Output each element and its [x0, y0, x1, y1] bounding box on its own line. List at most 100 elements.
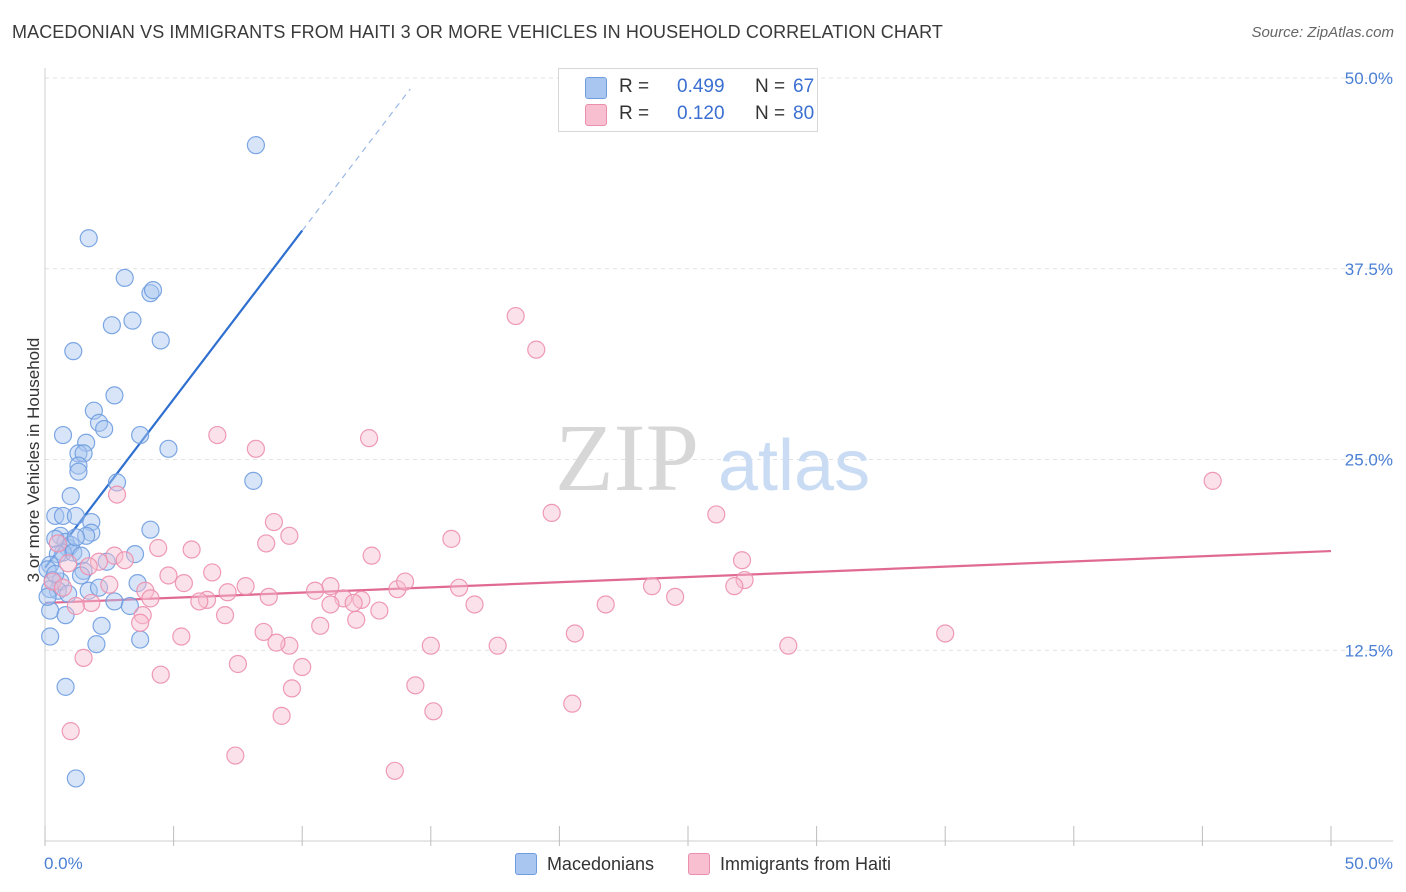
haiti-point [267, 633, 286, 652]
haiti-point [725, 577, 744, 596]
haiti-point [282, 679, 302, 698]
macedonian-trend-line [44, 229, 304, 569]
macedonian-point [56, 606, 75, 625]
haiti-point [406, 676, 425, 695]
macedonian-point [66, 528, 85, 547]
macedonian-point [56, 677, 75, 696]
haiti-point [272, 706, 291, 725]
haiti-point [1203, 471, 1222, 490]
macedonian-point [115, 268, 134, 288]
haiti-trend-line [44, 549, 1332, 605]
haiti-point [565, 624, 584, 643]
macedonian-point [46, 506, 65, 526]
haiti-point [264, 512, 284, 532]
macedonian-point [64, 342, 83, 361]
bottom-legend: Macedonians Immigrants from Haiti [0, 851, 1406, 877]
haiti-point [215, 606, 235, 625]
haiti-point [305, 581, 325, 600]
data-points [38, 136, 1222, 788]
haiti-point [228, 654, 247, 674]
y-axis-label-wrap: 3 or more Vehicles in Household [6, 0, 46, 892]
haiti-point [66, 596, 85, 616]
haiti-point [442, 529, 461, 548]
haiti-point [395, 572, 415, 591]
haiti-point [218, 583, 237, 602]
haiti-point [246, 439, 266, 458]
haiti-point [105, 546, 124, 565]
haiti-point [280, 526, 299, 545]
haiti-point [732, 551, 752, 570]
haiti-point [208, 425, 227, 445]
legend-entry-macedonians[interactable]: Macedonians [514, 851, 654, 877]
haiti-point [779, 636, 798, 655]
stats-swatch-macedonians [585, 77, 607, 99]
watermark: ZIP atlas [555, 404, 870, 511]
haiti-point [174, 574, 193, 593]
haiti-point [74, 648, 93, 667]
macedonian-point [95, 419, 114, 439]
haiti-point [236, 577, 255, 596]
macedonian-point [71, 566, 91, 585]
macedonian-point [66, 506, 85, 526]
legend-entry-haiti[interactable]: Immigrants from Haiti [688, 851, 891, 877]
stats-swatch-haiti [585, 104, 607, 126]
haiti-point [735, 570, 754, 590]
tick-labels: 12.5% 25.0% 37.5% 50.0% 0.0% 50.0% [44, 69, 1393, 873]
axes [44, 68, 1393, 846]
macedonian-point [131, 630, 150, 649]
x-tick-label: 0.0% [44, 854, 83, 873]
y-tick-label: 37.5% [1345, 260, 1393, 279]
legend-swatch-macedonians [514, 853, 537, 875]
haiti-point [82, 593, 101, 613]
haiti-point [321, 595, 340, 614]
n-value: 80 [793, 103, 815, 124]
haiti-point [506, 306, 525, 326]
haiti-point [596, 595, 615, 614]
macedonian-point [141, 284, 160, 303]
macedonian-point [159, 439, 178, 458]
macedonian-point [61, 487, 80, 506]
haiti-point [190, 592, 209, 611]
haiti-point [370, 601, 389, 620]
macedonian-point [87, 635, 106, 654]
haiti-point [48, 534, 67, 553]
r-value: 0.120 [677, 103, 725, 124]
haiti-point [321, 577, 340, 596]
haiti-point [100, 575, 119, 594]
haiti-point [197, 590, 217, 609]
macedonian-point [53, 506, 73, 526]
haiti-point [59, 554, 78, 573]
haiti-point [362, 546, 381, 565]
haiti-point [542, 503, 561, 523]
haiti-point [388, 580, 407, 599]
haiti-point [172, 627, 191, 646]
watermark-zip: ZIP [555, 404, 699, 511]
macedonian-point [105, 386, 124, 405]
macedonian-point [79, 229, 98, 248]
macedonian-point [128, 574, 147, 593]
haiti-point [61, 722, 80, 741]
haiti-point [203, 563, 222, 582]
haiti-point [424, 702, 443, 721]
n-label: N = [755, 103, 786, 124]
haiti-point [421, 636, 440, 655]
haiti-point [151, 665, 170, 684]
r-label: R = [619, 76, 650, 97]
macedonian-point [89, 578, 109, 597]
x-tick-label: 50.0% [1345, 854, 1393, 873]
macedonian-point [53, 425, 73, 445]
haiti-point [257, 534, 276, 553]
macedonian-point [66, 769, 85, 788]
macedonian-trend-extension [301, 88, 411, 231]
macedonian-point [143, 281, 163, 300]
haiti-point [131, 613, 150, 632]
stats-legend: R = 0.499 N = 67 R = 0.120 N = 80 [558, 68, 818, 132]
chart-title: MACEDONIAN VS IMMIGRANTS FROM HAITI 3 OR… [12, 22, 943, 42]
haiti-point [527, 340, 546, 359]
macedonian-point [141, 520, 160, 539]
legend-swatch-haiti [688, 853, 711, 875]
haiti-point [141, 589, 160, 608]
n-value: 67 [793, 76, 815, 97]
haiti-point [293, 657, 312, 677]
